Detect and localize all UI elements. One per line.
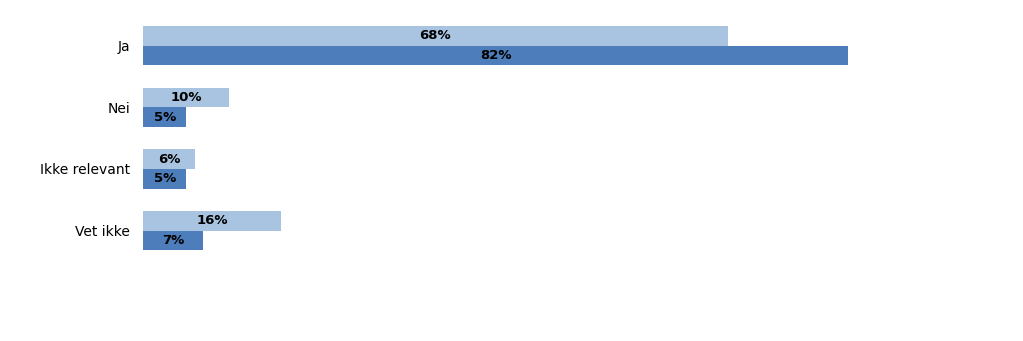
Text: 10%: 10% <box>171 91 202 104</box>
Bar <box>143 149 194 169</box>
Text: 16%: 16% <box>196 214 228 227</box>
Text: 5%: 5% <box>153 172 176 185</box>
Text: 5%: 5% <box>153 111 176 124</box>
Text: 7%: 7% <box>163 234 184 247</box>
Bar <box>143 26 727 46</box>
Text: 68%: 68% <box>419 29 451 42</box>
Bar <box>143 231 204 250</box>
Text: 82%: 82% <box>480 49 512 62</box>
Bar <box>143 211 280 231</box>
Bar <box>143 46 848 65</box>
Bar <box>143 88 229 107</box>
Bar <box>143 169 186 189</box>
Bar <box>143 107 186 127</box>
Text: 6%: 6% <box>158 152 180 165</box>
